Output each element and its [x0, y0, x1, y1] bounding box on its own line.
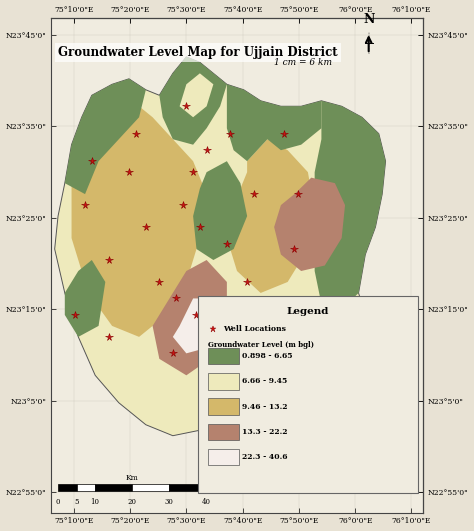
Text: Legend: Legend: [287, 307, 329, 316]
Polygon shape: [227, 139, 315, 293]
Text: 40: 40: [202, 498, 211, 506]
Polygon shape: [227, 84, 321, 161]
Polygon shape: [55, 57, 385, 436]
Bar: [95, 484, 132, 491]
Bar: [208, 373, 239, 390]
Polygon shape: [153, 260, 227, 375]
Polygon shape: [65, 79, 146, 194]
Bar: [169, 484, 207, 491]
Polygon shape: [315, 101, 385, 310]
Text: 30: 30: [165, 498, 174, 506]
Text: 20: 20: [128, 498, 137, 506]
Bar: [132, 484, 169, 491]
Polygon shape: [173, 298, 220, 353]
FancyBboxPatch shape: [198, 296, 418, 493]
Text: 9.46 - 13.2: 9.46 - 13.2: [242, 402, 288, 410]
Polygon shape: [65, 260, 105, 337]
Text: Well Locations: Well Locations: [224, 324, 286, 332]
Text: Groundwater Level Map for Ujjain District: Groundwater Level Map for Ujjain Distric…: [58, 46, 337, 59]
Bar: [208, 449, 239, 465]
Text: 10: 10: [91, 498, 100, 506]
Polygon shape: [180, 73, 213, 117]
Text: 0.898 - 6.65: 0.898 - 6.65: [242, 352, 292, 360]
Text: 5: 5: [74, 498, 79, 506]
Bar: [208, 348, 239, 364]
Text: N: N: [363, 13, 374, 26]
Polygon shape: [159, 57, 227, 145]
Text: 0: 0: [56, 498, 60, 506]
Polygon shape: [72, 101, 207, 337]
Bar: [208, 424, 239, 440]
Text: Groundwater Level (m bgl): Groundwater Level (m bgl): [208, 341, 314, 349]
Polygon shape: [193, 161, 247, 260]
Bar: [208, 398, 239, 415]
Text: 13.3 - 22.2: 13.3 - 22.2: [242, 428, 288, 436]
Text: Km: Km: [126, 474, 139, 482]
Polygon shape: [274, 178, 345, 271]
Polygon shape: [247, 337, 288, 386]
Text: 1 cm = 6 km: 1 cm = 6 km: [274, 58, 332, 67]
Bar: [77, 484, 95, 491]
Bar: [58, 484, 77, 491]
Text: 22.3 - 40.6: 22.3 - 40.6: [242, 453, 288, 461]
Text: 6.66 - 9.45: 6.66 - 9.45: [242, 378, 287, 386]
